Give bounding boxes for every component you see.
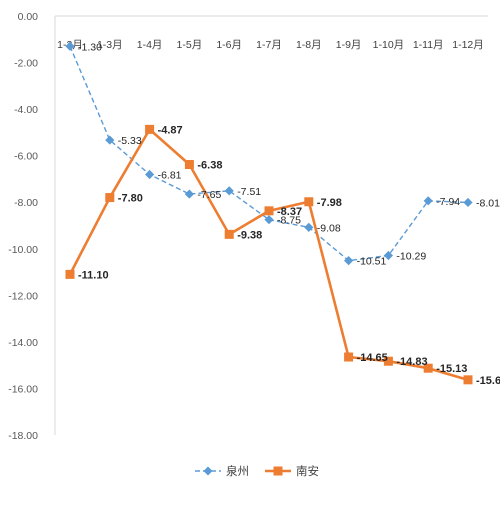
x-tick-label: 1-12月 xyxy=(452,39,484,51)
data-label: -10.51 xyxy=(357,256,387,268)
data-label: -7.65 xyxy=(197,189,221,201)
data-point-square xyxy=(264,206,274,216)
data-point-square xyxy=(224,229,234,239)
data-label: -9.08 xyxy=(317,222,341,234)
y-tick-label: -6.00 xyxy=(14,151,38,163)
data-point-square xyxy=(463,375,473,385)
series-layer xyxy=(65,41,473,385)
data-label: -8.01 xyxy=(476,197,500,209)
data-point-diamond xyxy=(383,250,393,261)
data-label: -15.13 xyxy=(436,363,467,375)
data-label: -9.38 xyxy=(237,229,262,241)
x-tick-label: 1-9月 xyxy=(336,39,362,51)
data-point-square xyxy=(423,363,433,373)
data-point-diamond xyxy=(65,41,75,51)
data-label: -6.38 xyxy=(197,160,222,172)
legend-marker-diamond xyxy=(203,466,213,476)
x-tick-label: 1-6月 xyxy=(216,39,242,51)
y-tick-label: -18.00 xyxy=(8,430,38,442)
x-tick-label: 1-7月 xyxy=(256,39,282,51)
data-label-layer: -1.30 -5.33 -6.81 -7.65 -7.51 -8.75 -9.08 -10.5… xyxy=(78,41,500,387)
data-label: -10.29 xyxy=(396,251,426,263)
data-point-diamond xyxy=(264,215,274,225)
data-label: -8.37 xyxy=(277,206,302,218)
x-tick-label: 1-4月 xyxy=(137,39,163,51)
x-tick-label: 1-8月 xyxy=(296,39,322,51)
data-label: -14.65 xyxy=(357,352,388,364)
data-point-square xyxy=(184,160,194,170)
data-label: -15.63 xyxy=(476,375,500,387)
data-label: -8.75 xyxy=(277,215,301,227)
data-point-diamond xyxy=(184,189,194,199)
series-line-1 xyxy=(69,45,469,262)
x-tick-label: 1-11月 xyxy=(413,39,444,51)
data-point-diamond xyxy=(224,186,234,196)
y-tick-label: -10.00 xyxy=(8,244,38,256)
legend-label-1: 泉州 xyxy=(226,464,249,478)
y-tick-label: -14.00 xyxy=(8,337,38,349)
data-point-square xyxy=(65,269,75,279)
y-tick-label: -2.00 xyxy=(14,58,38,70)
data-point-diamond xyxy=(423,196,433,206)
axis-layer: 0.00 -2.00 -4.00 -6.00 -8.00 -10.00 -12.00 -14.… xyxy=(8,11,488,442)
data-point-diamond xyxy=(145,169,155,180)
x-tick-label: 1-10月 xyxy=(373,39,405,51)
legend-marker-square xyxy=(273,466,283,476)
data-label: -6.81 xyxy=(158,170,182,182)
data-label: -7.51 xyxy=(237,186,261,198)
x-tick-label: 1-5月 xyxy=(177,39,203,51)
data-point-diamond xyxy=(344,256,354,266)
y-tick-label: -16.00 xyxy=(8,383,38,395)
x-tick-label: 1-3月 xyxy=(97,39,123,51)
y-tick-label: 0.00 xyxy=(18,11,39,23)
legend: 泉州 南安 xyxy=(195,464,319,478)
data-point-diamond xyxy=(304,222,314,232)
data-label: -14.83 xyxy=(396,356,427,368)
data-point-square xyxy=(145,124,155,134)
y-tick-label: -4.00 xyxy=(14,104,38,116)
data-point-diamond xyxy=(105,135,115,145)
data-point-diamond xyxy=(463,197,473,208)
data-label: -4.87 xyxy=(158,124,183,136)
y-tick-label: -8.00 xyxy=(14,197,38,209)
data-point-square xyxy=(105,193,115,203)
data-label: -5.33 xyxy=(118,135,142,147)
legend-label-2: 南安 xyxy=(296,464,319,478)
data-label: -7.98 xyxy=(317,197,342,209)
data-label: -11.10 xyxy=(78,269,109,281)
data-label: -7.80 xyxy=(118,193,143,205)
data-point-square xyxy=(383,356,393,366)
y-tick-label: -12.00 xyxy=(8,290,38,302)
data-label: -1.30 xyxy=(78,41,102,53)
data-point-square xyxy=(304,197,314,207)
data-label: -7.94 xyxy=(436,196,460,208)
data-point-square xyxy=(344,352,354,362)
